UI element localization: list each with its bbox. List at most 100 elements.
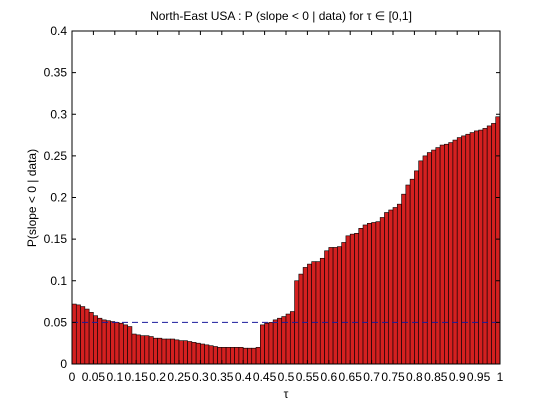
bar <box>195 342 201 365</box>
bar <box>118 322 124 365</box>
bar <box>234 347 240 365</box>
bar <box>371 222 377 365</box>
x-tick-label: 0.6 <box>320 370 337 384</box>
bar <box>435 147 441 365</box>
bar <box>341 242 347 365</box>
bar <box>242 347 248 365</box>
bar <box>469 132 475 365</box>
bar <box>307 263 312 365</box>
bar <box>88 312 94 365</box>
x-tick-label: 0.45 <box>253 370 277 384</box>
bar <box>153 337 158 365</box>
x-tick-label: 0.35 <box>210 370 234 384</box>
x-tick-label: 0.95 <box>467 370 491 384</box>
bar <box>93 315 98 365</box>
bar <box>495 116 501 365</box>
bar <box>255 347 261 365</box>
bar <box>474 130 479 365</box>
bar <box>422 155 428 365</box>
bar <box>221 347 227 365</box>
bar <box>401 193 407 365</box>
bar <box>264 322 270 365</box>
bar <box>170 338 176 365</box>
y-tick-label: 0.2 <box>50 191 67 205</box>
bar <box>247 347 253 365</box>
bar <box>311 261 317 365</box>
bar <box>354 233 360 365</box>
bar <box>75 304 81 365</box>
x-tick-label: 0.4 <box>235 370 252 384</box>
bar <box>182 340 188 365</box>
bar <box>277 317 283 365</box>
bar <box>114 322 120 365</box>
bar <box>212 346 218 365</box>
bar <box>131 333 137 365</box>
bar <box>332 247 338 365</box>
bar <box>225 347 231 365</box>
x-tick-label: 0.7 <box>363 370 380 384</box>
x-tick-label: 0.85 <box>424 370 448 384</box>
x-tick-label: 0.25 <box>167 370 191 384</box>
bar <box>456 137 462 365</box>
bar <box>486 125 492 365</box>
bar <box>319 257 325 365</box>
bar <box>178 340 184 365</box>
bar <box>105 320 111 365</box>
y-tick-label: 0.3 <box>50 107 67 121</box>
x-tick-label: 0.9 <box>449 370 466 384</box>
bar <box>444 143 449 365</box>
bar <box>140 335 146 365</box>
bar <box>379 217 385 365</box>
y-tick-label: 0 <box>60 357 67 371</box>
bar <box>478 129 484 365</box>
bar <box>431 149 437 365</box>
x-tick-label: 0.05 <box>82 370 106 384</box>
bar <box>315 261 321 365</box>
bar <box>482 128 488 365</box>
bar <box>238 347 244 365</box>
bar <box>251 347 257 365</box>
x-tick-label: 0 <box>69 370 76 384</box>
bar <box>375 221 381 365</box>
bar <box>101 319 107 365</box>
bar <box>135 334 141 365</box>
bar <box>268 322 274 365</box>
y-tick-label: 0.35 <box>44 66 68 80</box>
bar <box>260 324 265 365</box>
y-tick-label: 0.4 <box>50 24 67 38</box>
bar <box>409 178 415 365</box>
bar <box>384 212 390 365</box>
bar <box>71 303 77 365</box>
bar <box>285 313 291 365</box>
bar <box>414 170 419 365</box>
bar <box>302 267 308 365</box>
bar <box>349 233 355 365</box>
bar <box>367 223 372 365</box>
x-tick-label: 0.75 <box>381 370 405 384</box>
x-axis-label: τ <box>284 387 289 401</box>
bar <box>345 235 351 365</box>
bar <box>174 339 180 365</box>
x-tick-label: 0.65 <box>339 370 363 384</box>
bar <box>358 228 364 365</box>
bar <box>324 250 330 365</box>
bar <box>191 342 197 365</box>
x-tick-label: 0.3 <box>192 370 209 384</box>
bar <box>187 341 193 365</box>
x-tick-label: 0.2 <box>149 370 166 384</box>
bar <box>362 224 368 365</box>
bar <box>465 133 471 365</box>
bar <box>144 335 150 365</box>
x-tick-label: 0.5 <box>278 370 295 384</box>
bar <box>426 152 432 365</box>
x-tick-label: 0.8 <box>406 370 423 384</box>
y-axis-label: P(slope < 0 | data) <box>25 149 39 247</box>
x-tick-label: 0.55 <box>296 370 320 384</box>
bar <box>148 336 154 365</box>
bar <box>157 337 163 365</box>
ticks-layer: 00.050.10.150.20.250.30.350.40 0.05 0.1 0.1… <box>44 24 504 384</box>
bar <box>328 247 334 365</box>
bar <box>272 319 278 365</box>
bar <box>337 246 342 365</box>
